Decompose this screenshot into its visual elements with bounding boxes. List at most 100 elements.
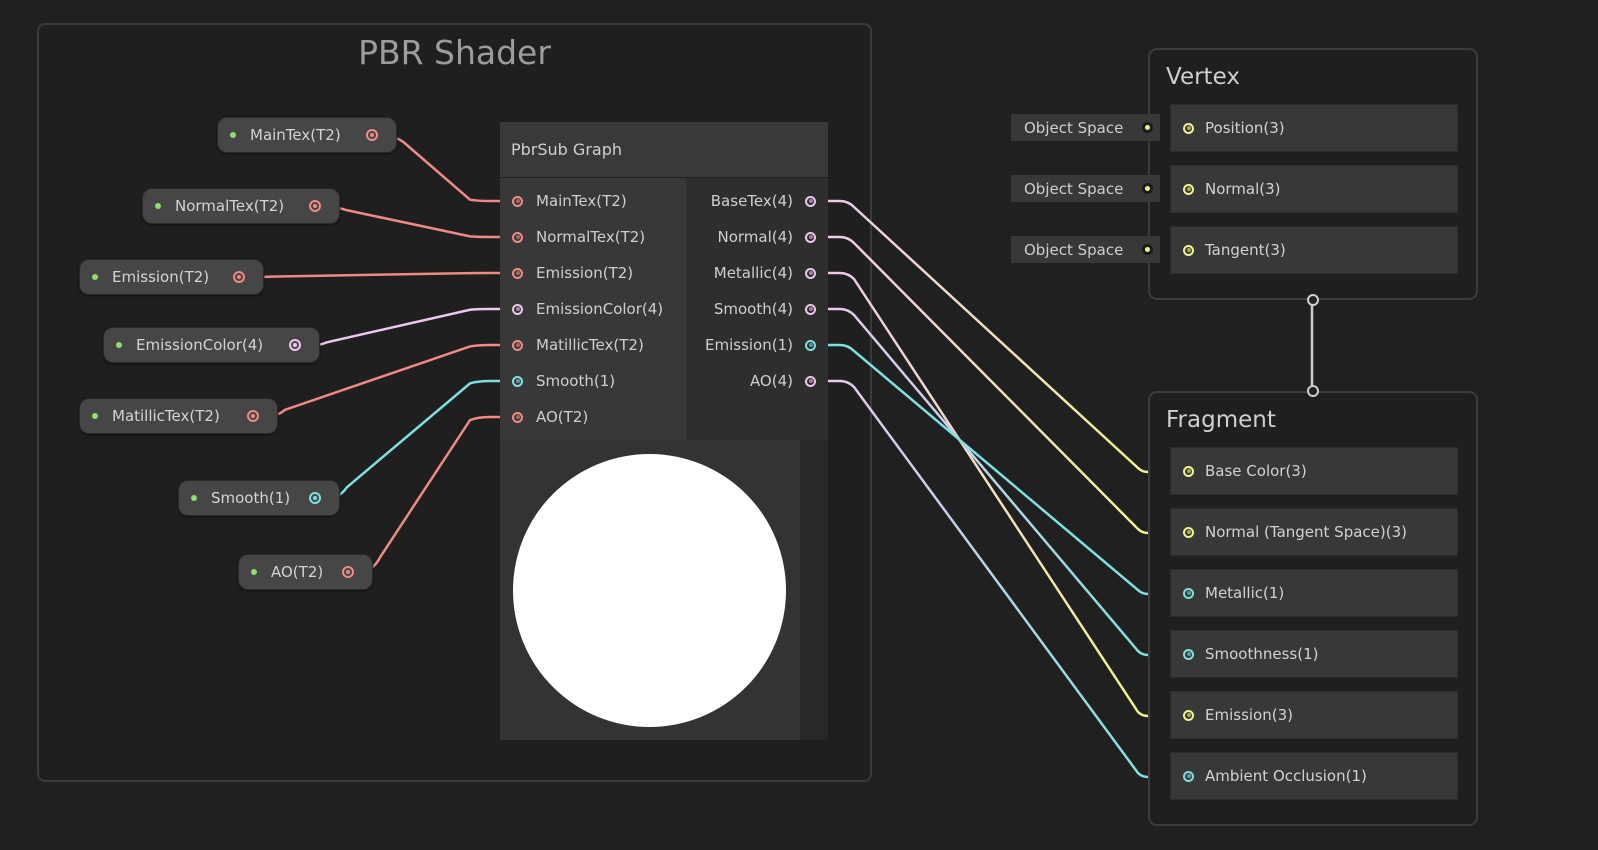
input-port[interactable] bbox=[1183, 526, 1194, 538]
space-dropdown[interactable]: Object Space bbox=[1011, 175, 1160, 202]
input-port[interactable] bbox=[512, 339, 523, 351]
output-port[interactable] bbox=[309, 200, 321, 212]
input-port[interactable] bbox=[512, 267, 523, 279]
fragment-slot[interactable]: Metallic(1) bbox=[1170, 569, 1458, 617]
output-slot[interactable]: BaseTex(4) bbox=[711, 183, 816, 219]
output-port[interactable] bbox=[805, 303, 816, 315]
port-dot-icon bbox=[1145, 125, 1150, 130]
slot-label: AO(T2) bbox=[536, 408, 589, 426]
input-port[interactable] bbox=[512, 375, 523, 387]
vertex-title: Vertex bbox=[1166, 64, 1240, 90]
input-port[interactable] bbox=[1183, 183, 1194, 195]
output-port[interactable] bbox=[366, 129, 378, 141]
output-port[interactable] bbox=[289, 339, 301, 351]
slot-label: Smooth(1) bbox=[536, 372, 616, 390]
fragment-context[interactable]: Fragment Base Color(3) Normal (Tangent Sp… bbox=[1148, 391, 1478, 826]
fragment-slot[interactable]: Ambient Occlusion(1) bbox=[1170, 752, 1458, 800]
input-port[interactable] bbox=[1183, 244, 1194, 256]
property-dot-icon bbox=[251, 569, 257, 575]
output-port[interactable] bbox=[233, 271, 245, 283]
input-slot[interactable]: Emission(T2) bbox=[512, 255, 633, 291]
input-port[interactable] bbox=[1183, 465, 1194, 477]
output-port[interactable] bbox=[805, 195, 816, 207]
input-port[interactable] bbox=[1183, 709, 1194, 721]
fragment-slot[interactable]: Base Color(3) bbox=[1170, 447, 1458, 495]
property-node[interactable]: MainTex(T2) bbox=[217, 117, 397, 153]
port-dot-icon bbox=[1145, 186, 1150, 191]
property-label: Emission(T2) bbox=[112, 268, 210, 286]
input-slot[interactable]: NormalTex(T2) bbox=[512, 219, 645, 255]
input-port[interactable] bbox=[1183, 587, 1194, 599]
vertex-slot[interactable]: Tangent(3) bbox=[1170, 226, 1458, 274]
input-slot[interactable]: AO(T2) bbox=[512, 399, 588, 435]
output-slot[interactable]: Emission(1) bbox=[705, 327, 816, 363]
output-slot[interactable]: AO(4) bbox=[750, 363, 816, 399]
space-dropdown[interactable]: Object Space bbox=[1011, 236, 1160, 263]
property-node[interactable]: Emission(T2) bbox=[79, 259, 264, 295]
input-port[interactable] bbox=[512, 195, 523, 207]
input-port[interactable] bbox=[512, 411, 523, 423]
property-node[interactable]: EmissionColor(4) bbox=[103, 327, 320, 363]
subgraph-node[interactable]: PbrSub Graph MainTex(T2) NormalTex(T2) Emi… bbox=[500, 122, 828, 740]
node-title: PbrSub Graph bbox=[500, 122, 828, 178]
property-dot-icon bbox=[116, 342, 122, 348]
fragment-slot[interactable]: Smoothness(1) bbox=[1170, 630, 1458, 678]
output-slot[interactable]: Normal(4) bbox=[717, 219, 816, 255]
property-label: MainTex(T2) bbox=[250, 126, 341, 144]
flow-port-in[interactable] bbox=[1307, 385, 1319, 397]
property-node[interactable]: NormalTex(T2) bbox=[142, 188, 340, 224]
output-port[interactable] bbox=[342, 566, 354, 578]
space-label: Object Space bbox=[1024, 118, 1124, 137]
space-dropdown[interactable]: Object Space bbox=[1011, 114, 1160, 141]
slot-label: Emission(T2) bbox=[536, 264, 634, 282]
output-port[interactable] bbox=[805, 339, 816, 351]
property-label: EmissionColor(4) bbox=[136, 336, 264, 354]
input-port[interactable] bbox=[1183, 648, 1194, 660]
output-port[interactable] bbox=[805, 375, 816, 387]
slot-label: BaseTex(4) bbox=[710, 192, 793, 210]
property-node[interactable]: MatillicTex(T2) bbox=[79, 398, 278, 434]
slot-label: Normal(4) bbox=[717, 228, 793, 246]
input-slot[interactable]: EmissionColor(4) bbox=[512, 291, 663, 327]
input-port[interactable] bbox=[1183, 122, 1194, 134]
fragment-slot[interactable]: Normal (Tangent Space)(3) bbox=[1170, 508, 1458, 556]
port-dot-icon bbox=[1145, 247, 1150, 252]
slot-label: Ambient Occlusion(1) bbox=[1205, 767, 1367, 785]
node-preview bbox=[500, 440, 800, 740]
input-slot[interactable]: MainTex(T2) bbox=[512, 183, 627, 219]
fragment-title: Fragment bbox=[1166, 407, 1276, 433]
output-slot[interactable]: Smooth(4) bbox=[714, 291, 816, 327]
output-port[interactable] bbox=[805, 267, 816, 279]
input-port[interactable] bbox=[512, 231, 523, 243]
input-port[interactable] bbox=[1183, 770, 1194, 782]
slot-label: Metallic(1) bbox=[1205, 584, 1285, 602]
vertex-slot[interactable]: Position(3) bbox=[1170, 104, 1458, 152]
fragment-slot[interactable]: Emission(3) bbox=[1170, 691, 1458, 739]
space-label: Object Space bbox=[1024, 179, 1124, 198]
property-node[interactable]: Smooth(1) bbox=[178, 480, 340, 516]
group-title: PBR Shader bbox=[358, 33, 551, 72]
property-dot-icon bbox=[230, 132, 236, 138]
flow-port-out[interactable] bbox=[1307, 294, 1319, 306]
slot-label: Normal(3) bbox=[1205, 180, 1281, 198]
property-dot-icon bbox=[92, 274, 98, 280]
property-label: MatillicTex(T2) bbox=[112, 407, 220, 425]
output-port[interactable] bbox=[247, 410, 259, 422]
space-label: Object Space bbox=[1024, 240, 1124, 259]
property-node[interactable]: AO(T2) bbox=[238, 554, 373, 590]
vertex-slot[interactable]: Normal(3) bbox=[1170, 165, 1458, 213]
property-label: Smooth(1) bbox=[211, 489, 291, 507]
property-label: NormalTex(T2) bbox=[175, 197, 285, 215]
input-slot[interactable]: Smooth(1) bbox=[512, 363, 615, 399]
output-port[interactable] bbox=[309, 492, 321, 504]
slot-label: MainTex(T2) bbox=[536, 192, 627, 210]
slot-label: Metallic(4) bbox=[713, 264, 793, 282]
output-slot[interactable]: Metallic(4) bbox=[714, 255, 816, 291]
vertex-context[interactable]: Vertex Position(3) Normal(3) Tangent(3) bbox=[1148, 48, 1478, 300]
input-port[interactable] bbox=[512, 303, 523, 315]
preview-strip bbox=[800, 440, 828, 740]
input-slot[interactable]: MatillicTex(T2) bbox=[512, 327, 644, 363]
output-port[interactable] bbox=[805, 231, 816, 243]
slot-label: Position(3) bbox=[1205, 119, 1285, 137]
property-label: AO(T2) bbox=[271, 563, 324, 581]
